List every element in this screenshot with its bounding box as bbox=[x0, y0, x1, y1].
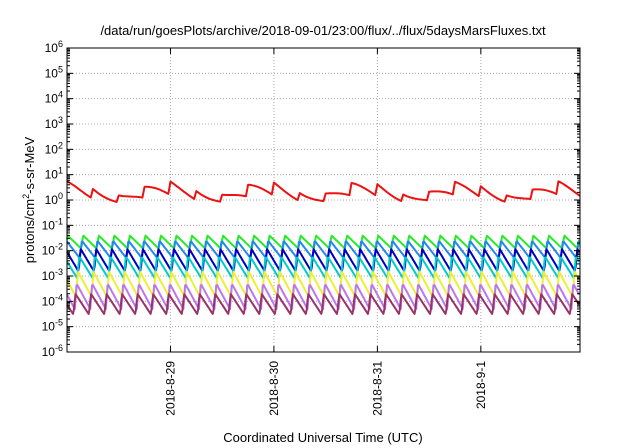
y-tick-label: 10-2 bbox=[42, 242, 63, 258]
x-tick-label: 2018-8-31 bbox=[370, 361, 384, 416]
y-tick-label: 10-3 bbox=[42, 267, 63, 283]
y-tick-label: 103 bbox=[45, 115, 63, 131]
flux-series-line bbox=[66, 234, 581, 250]
flux-series-line bbox=[66, 180, 581, 203]
y-tick-label: 106 bbox=[45, 39, 63, 55]
x-axis-ticks: 2018-8-29 2018-8-30 2018-8-31 2018-9-1 bbox=[163, 48, 488, 416]
y-axis-ticks: 106 105 104 103 102 101 100 10-1 10-2 10-3 10-4 10-… bbox=[42, 39, 580, 359]
series-group bbox=[66, 180, 581, 315]
y-tick-label: 101 bbox=[45, 166, 63, 182]
x-tick-label: 2018-8-29 bbox=[163, 361, 177, 416]
y-tick-label: 10-5 bbox=[42, 318, 63, 334]
flux-series-line bbox=[66, 248, 580, 272]
flux-series-line bbox=[66, 256, 580, 280]
y-tick-label: 102 bbox=[45, 140, 63, 156]
y-axis-label: protons/cm2-s-sr-MeV bbox=[21, 136, 37, 263]
y-tick-label: 100 bbox=[45, 191, 63, 207]
x-tick-label: 2018-8-30 bbox=[267, 361, 281, 416]
y-tick-label: 104 bbox=[45, 90, 63, 106]
chart-title: /data/run/goesPlots/archive/2018-09-01/2… bbox=[100, 23, 546, 38]
x-axis-label: Coordinated Universal Time (UTC) bbox=[223, 430, 422, 445]
y-tick-label: 10-4 bbox=[42, 292, 63, 308]
y-tick-label: 10-1 bbox=[42, 216, 63, 232]
x-tick-label: 2018-9-1 bbox=[474, 361, 488, 409]
y-tick-label: 10-6 bbox=[42, 343, 63, 359]
flux-series-line bbox=[66, 240, 580, 260]
flux-series-line bbox=[66, 293, 580, 315]
y-tick-label: 105 bbox=[45, 64, 63, 80]
